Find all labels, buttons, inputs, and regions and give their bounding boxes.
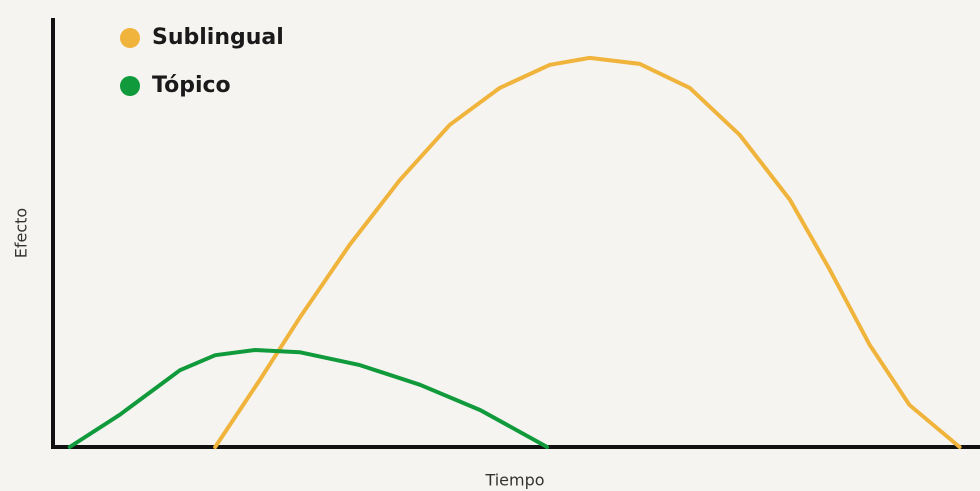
x-axis-label: Tiempo: [484, 471, 544, 490]
legend-swatch: [120, 28, 140, 48]
legend-label: Tópico: [152, 73, 231, 98]
legend-label: Sublingual: [152, 25, 284, 50]
plot-area: [67, 55, 962, 449]
legend: Sublingual Tópico: [120, 25, 284, 98]
y-axis-label: Efecto: [12, 208, 31, 258]
legend-swatch: [120, 76, 140, 96]
line-series: [213, 55, 962, 449]
line-series: [67, 348, 550, 449]
